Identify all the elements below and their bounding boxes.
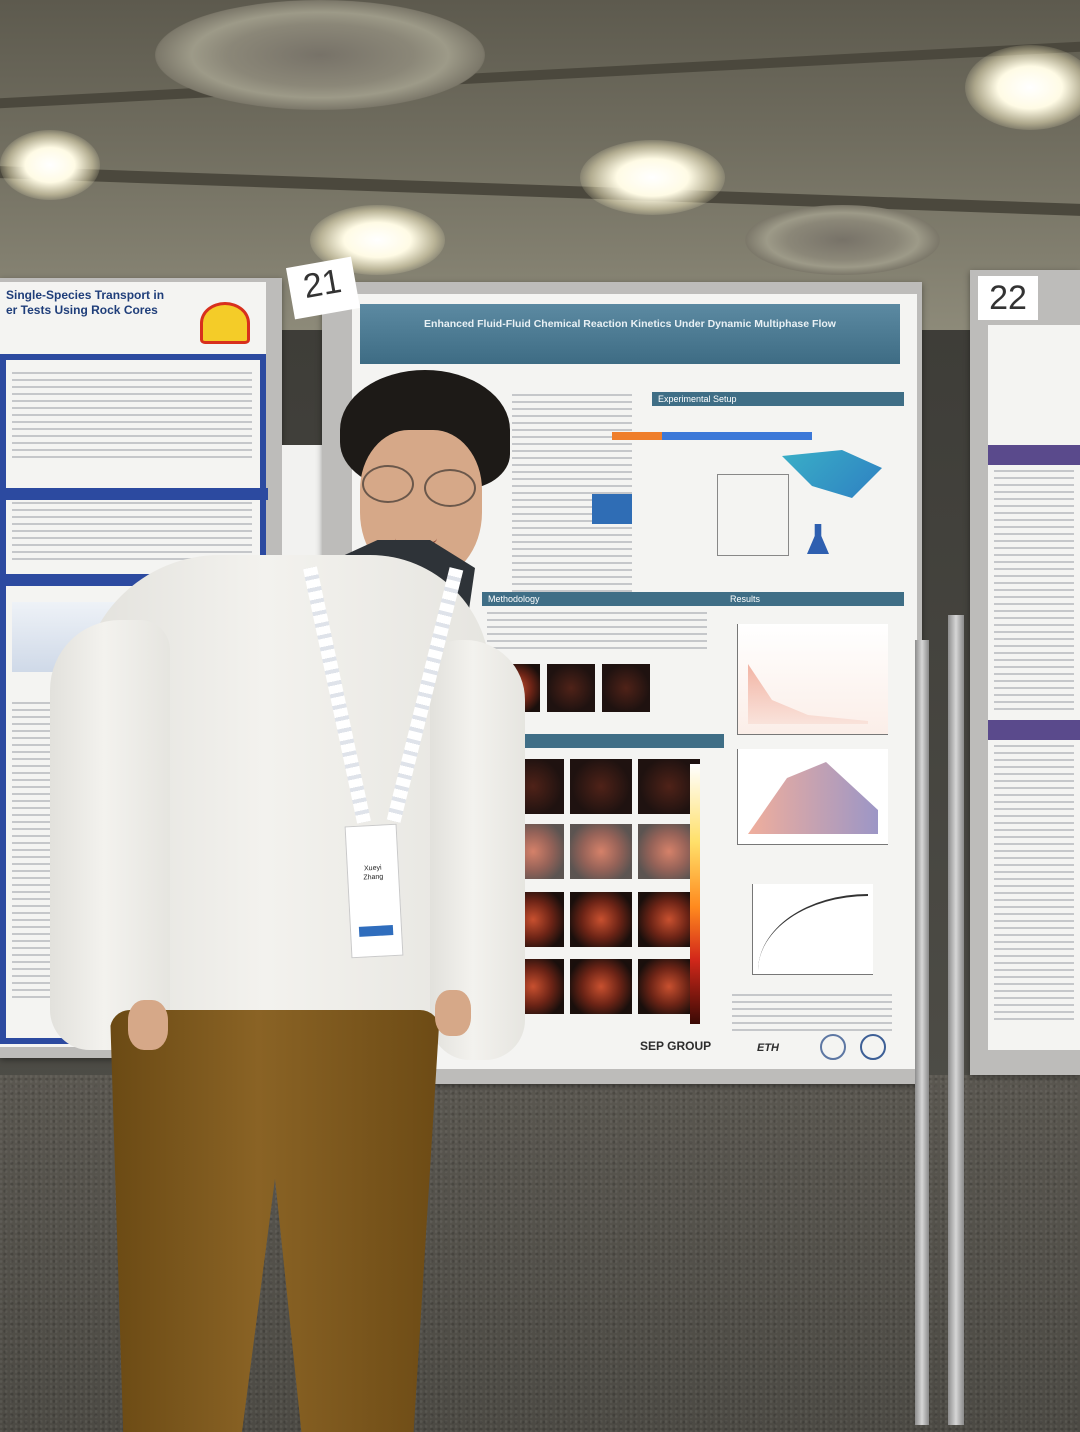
left-poster-section-head xyxy=(6,488,268,500)
section-head-label: Experimental Setup xyxy=(658,394,737,404)
small-sign xyxy=(282,445,328,555)
badge-stripe xyxy=(358,925,394,937)
diagram-stripe xyxy=(612,432,812,440)
results-plot-curve xyxy=(748,664,868,724)
right-poster-text-block xyxy=(994,470,1074,710)
transport-image xyxy=(570,759,632,814)
sweater-arm xyxy=(50,620,170,1050)
footer-logo-eth: ETH xyxy=(757,1042,779,1054)
transport-image xyxy=(570,824,632,879)
right-poster-text-block xyxy=(994,745,1074,1025)
left-poster-text-block xyxy=(12,372,252,462)
flask-icon xyxy=(807,524,829,554)
glasses-icon xyxy=(362,465,480,507)
transport-image xyxy=(638,959,700,1014)
ceiling-light xyxy=(580,140,725,215)
name-badge: Xueyi Zhang xyxy=(344,823,404,959)
section-head-methodology: Methodology xyxy=(482,592,724,606)
right-poster xyxy=(988,325,1080,1050)
transport-image xyxy=(638,759,700,814)
colorbar xyxy=(690,764,700,1024)
results-plot xyxy=(752,884,873,975)
ceiling-light xyxy=(0,130,100,200)
shell-logo xyxy=(200,302,250,344)
transport-image xyxy=(570,959,632,1014)
left-poster-title-line: er Tests Using Rock Cores xyxy=(6,303,158,317)
ceiling-vent xyxy=(155,0,485,110)
core-holder-icon xyxy=(717,474,789,556)
section-head-label: Results xyxy=(730,594,761,604)
section-head-label: Methodology xyxy=(488,594,540,604)
stand-pole xyxy=(948,615,964,1425)
section-head-setup: Experimental Setup xyxy=(652,392,904,406)
transport-image xyxy=(638,892,700,947)
results-text-block xyxy=(732,994,892,1034)
left-poster: Single-Species Transport in er Tests Usi… xyxy=(0,282,268,1047)
footer-seal-icon xyxy=(860,1034,886,1060)
right-poster-section-head xyxy=(988,445,1080,465)
computer-icon xyxy=(592,494,632,524)
badge-last-name: Zhang xyxy=(363,873,384,882)
stand-pole xyxy=(915,640,929,1425)
results-plot xyxy=(737,749,888,845)
board-number-card: 22 xyxy=(978,276,1038,320)
setup-diagram xyxy=(592,424,892,574)
methodology-image xyxy=(547,664,595,712)
center-poster-title: Enhanced Fluid-Fluid Chemical Reaction K… xyxy=(424,318,836,330)
pants xyxy=(110,1010,440,1432)
center-poster-title-banner: Enhanced Fluid-Fluid Chemical Reaction K… xyxy=(360,304,900,364)
glasses-lens xyxy=(424,469,476,507)
ceiling-vent xyxy=(745,205,940,275)
section-head-results: Results xyxy=(724,592,904,606)
footer-seal-icon xyxy=(820,1034,846,1060)
right-poster-board: 22 xyxy=(970,270,1080,1075)
transport-image xyxy=(570,892,632,947)
methodology-image xyxy=(602,664,650,712)
left-poster-table xyxy=(12,502,252,562)
section-head-transport xyxy=(482,734,724,748)
flow-diagram-icon xyxy=(782,450,882,498)
center-poster-text-block xyxy=(487,612,707,652)
glasses-lens xyxy=(362,465,414,503)
footer-logo-sep: SEP GROUP xyxy=(640,1039,712,1053)
hand xyxy=(128,1000,168,1050)
right-poster-section-head xyxy=(988,720,1080,740)
hand xyxy=(435,990,471,1036)
transport-image xyxy=(638,824,700,879)
person: Xueyi Zhang xyxy=(40,370,525,1432)
left-poster-title: Single-Species Transport in er Tests Usi… xyxy=(6,288,196,318)
left-poster-title-line: Single-Species Transport in xyxy=(6,288,165,302)
results-plot xyxy=(737,624,888,735)
results-plot-curve xyxy=(748,762,878,834)
center-poster: Enhanced Fluid-Fluid Chemical Reaction K… xyxy=(352,294,917,1069)
results-plot-curve xyxy=(758,894,868,971)
ceiling-light xyxy=(965,45,1080,130)
diagram-stripe xyxy=(612,432,662,440)
